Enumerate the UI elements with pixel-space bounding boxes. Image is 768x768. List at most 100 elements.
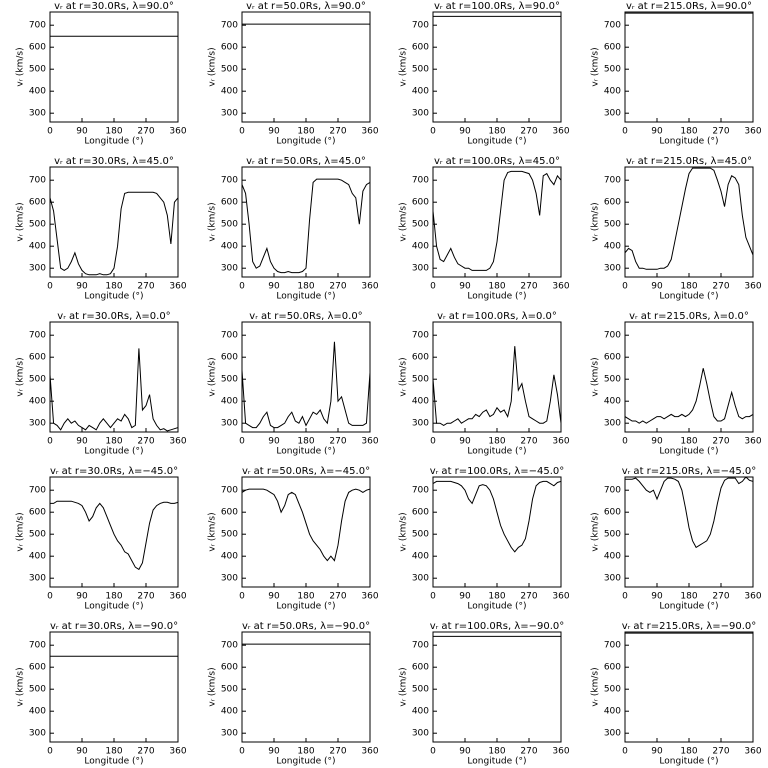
x-axis-label: Longitude (°) <box>84 757 143 767</box>
x-tick-label: 0 <box>430 747 436 757</box>
x-tick-label: 90 <box>459 282 471 292</box>
y-tick-label: 300 <box>29 574 46 584</box>
y-tick-label: 500 <box>412 65 429 75</box>
y-tick-label: 700 <box>604 21 621 31</box>
x-tick-label: 0 <box>622 592 628 602</box>
x-tick-label: 180 <box>105 592 122 602</box>
x-axis-label: Longitude (°) <box>659 292 718 302</box>
x-tick-label: 0 <box>430 282 436 292</box>
y-tick-label: 600 <box>604 663 621 673</box>
y-tick-label: 600 <box>412 353 429 363</box>
y-tick-label: 400 <box>412 707 429 717</box>
y-tick-label: 400 <box>604 552 621 562</box>
y-tick-label: 700 <box>604 176 621 186</box>
panel-title: vᵣ at r=30.0Rs, λ=−90.0° <box>50 621 178 632</box>
y-tick-label: 500 <box>604 685 621 695</box>
y-tick-label: 600 <box>412 43 429 53</box>
x-tick-label: 180 <box>297 747 314 757</box>
x-tick-label: 90 <box>76 127 88 137</box>
y-tick-label: 500 <box>29 65 46 75</box>
x-tick-label: 90 <box>76 282 88 292</box>
plot-frame <box>432 476 562 588</box>
y-axis-label: vᵣ (km/s) <box>208 202 218 241</box>
y-tick-label: 400 <box>604 242 621 252</box>
x-tick-label: 90 <box>76 747 88 757</box>
plot-frame <box>432 166 562 278</box>
x-tick-label: 270 <box>137 127 154 137</box>
y-axis-label: vᵣ (km/s) <box>16 512 26 551</box>
y-tick-label: 700 <box>29 486 46 496</box>
x-tick-label: 0 <box>47 437 53 447</box>
x-tick-label: 0 <box>239 747 245 757</box>
plot-frame <box>624 631 754 743</box>
x-tick-label: 90 <box>459 747 471 757</box>
x-tick-label: 90 <box>268 592 280 602</box>
panel-title: vᵣ at r=215.0Rs, λ=0.0° <box>629 311 749 322</box>
x-tick-label: 270 <box>329 282 346 292</box>
panel: vᵣ at r=30.0Rs, λ=−45.0° 0 90 180 270 360 300 4… <box>16 466 187 612</box>
x-tick-label: 360 <box>361 127 378 137</box>
y-tick-label: 300 <box>221 264 238 274</box>
y-axis-label: vᵣ (km/s) <box>591 202 601 241</box>
y-axis-label: vᵣ (km/s) <box>399 47 409 86</box>
y-tick-label: 500 <box>604 375 621 385</box>
plot-frame <box>241 631 371 743</box>
y-tick-label: 500 <box>604 220 621 230</box>
y-tick-label: 700 <box>29 176 46 186</box>
y-tick-label: 600 <box>221 353 238 363</box>
panel-title: vᵣ at r=100.0Rs, λ=90.0° <box>434 1 560 12</box>
y-tick-label: 300 <box>29 729 46 739</box>
x-axis-label: Longitude (°) <box>276 137 335 147</box>
y-tick-label: 600 <box>604 353 621 363</box>
data-line <box>625 477 753 549</box>
x-axis-label: Longitude (°) <box>84 447 143 457</box>
panel: vᵣ at r=215.0Rs, λ=90.0° 0 90 180 270 360 300 4… <box>591 1 762 147</box>
y-axis-label: vᵣ (km/s) <box>591 667 601 706</box>
panel-title: vᵣ at r=215.0Rs, λ=−90.0° <box>622 621 757 632</box>
x-axis-label: Longitude (°) <box>276 602 335 612</box>
y-tick-label: 400 <box>604 707 621 717</box>
x-tick-label: 270 <box>329 747 346 757</box>
y-tick-label: 700 <box>29 331 46 341</box>
x-tick-label: 0 <box>622 127 628 137</box>
x-tick-label: 90 <box>651 592 663 602</box>
x-tick-label: 360 <box>552 592 569 602</box>
y-axis-label: vᵣ (km/s) <box>399 357 409 396</box>
y-tick-label: 300 <box>412 574 429 584</box>
data-line <box>433 170 561 271</box>
y-tick-label: 300 <box>604 419 621 429</box>
plot-frame <box>432 11 562 123</box>
x-tick-label: 360 <box>169 437 186 447</box>
y-tick-label: 700 <box>412 21 429 31</box>
y-tick-label: 400 <box>29 397 46 407</box>
x-axis-label: Longitude (°) <box>467 757 526 767</box>
panel: vᵣ at r=30.0Rs, λ=45.0° 0 90 180 270 360 300 40… <box>16 156 187 302</box>
panel: vᵣ at r=100.0Rs, λ=90.0° 0 90 180 270 360 300 4… <box>399 1 570 147</box>
y-tick-label: 600 <box>412 198 429 208</box>
panel: vᵣ at r=50.0Rs, λ=45.0° 0 90 180 270 360 300 40… <box>208 156 379 302</box>
y-tick-label: 700 <box>412 176 429 186</box>
x-tick-label: 270 <box>329 437 346 447</box>
y-axis-label: vᵣ (km/s) <box>16 667 26 706</box>
x-axis-label: Longitude (°) <box>84 292 143 302</box>
panel-title: vᵣ at r=100.0Rs, λ=45.0° <box>434 156 560 167</box>
x-tick-label: 360 <box>744 592 761 602</box>
x-tick-label: 360 <box>169 127 186 137</box>
y-tick-label: 300 <box>29 264 46 274</box>
data-line <box>625 167 753 270</box>
x-axis-label: Longitude (°) <box>659 757 718 767</box>
x-tick-label: 360 <box>744 437 761 447</box>
x-tick-label: 90 <box>651 127 663 137</box>
x-tick-label: 0 <box>239 592 245 602</box>
x-tick-label: 180 <box>105 437 122 447</box>
x-tick-label: 90 <box>651 437 663 447</box>
y-tick-label: 300 <box>221 109 238 119</box>
x-tick-label: 360 <box>361 747 378 757</box>
x-tick-label: 360 <box>744 282 761 292</box>
x-tick-label: 90 <box>651 282 663 292</box>
y-axis-label: vᵣ (km/s) <box>208 357 218 396</box>
y-tick-label: 400 <box>29 87 46 97</box>
y-tick-label: 500 <box>29 530 46 540</box>
x-axis-label: Longitude (°) <box>467 137 526 147</box>
x-tick-label: 270 <box>520 747 537 757</box>
